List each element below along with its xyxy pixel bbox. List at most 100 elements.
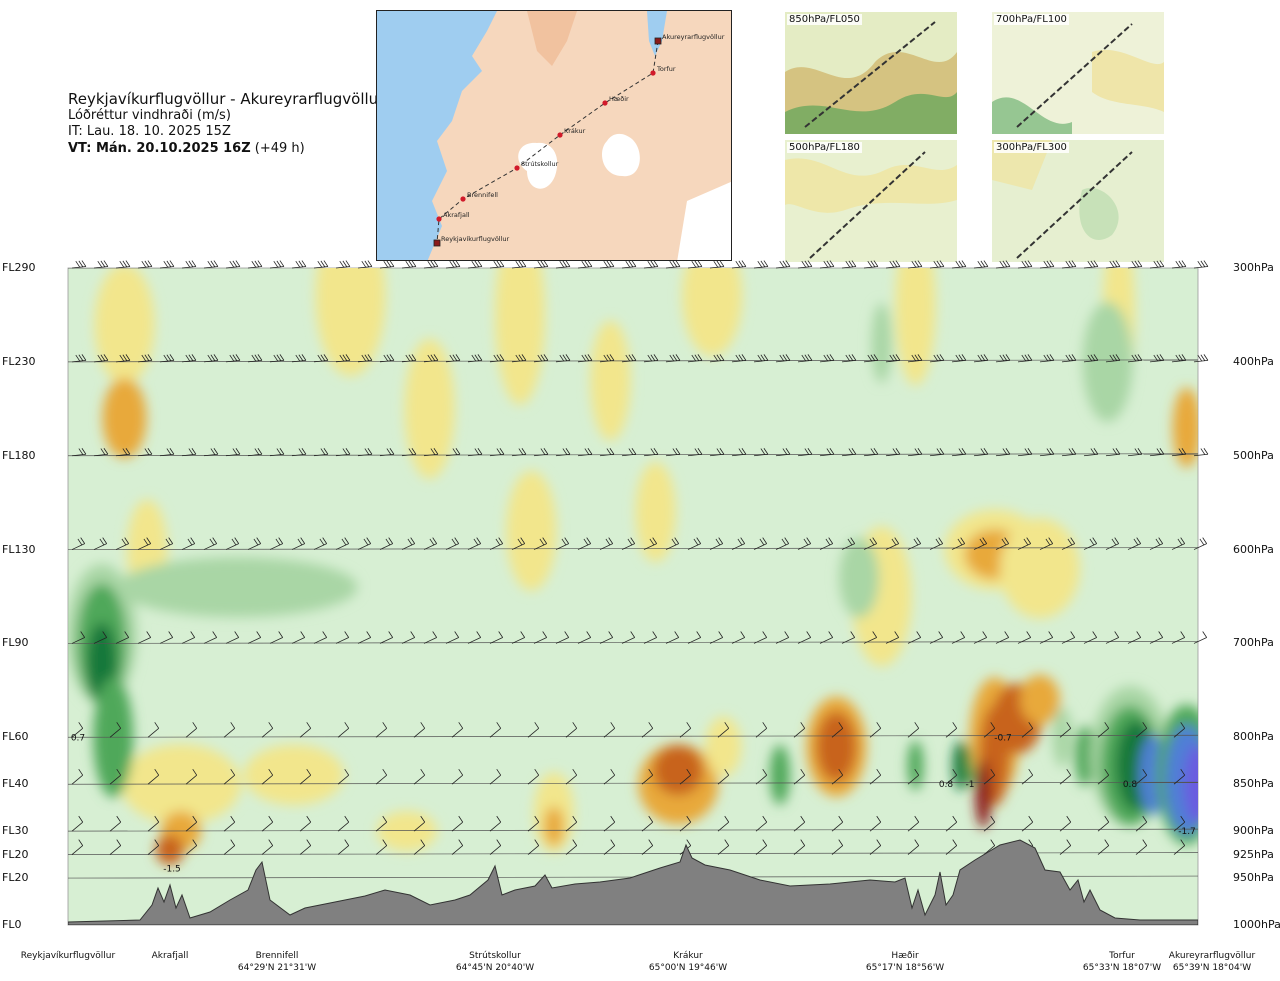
velocity-cell: [102, 378, 147, 459]
location-name: Hæðir: [891, 951, 919, 961]
location-name: Krákur: [673, 951, 703, 961]
wind-barb: [71, 260, 87, 269]
waypoint-marker[interactable]: [602, 100, 608, 106]
wind-barb: [1171, 260, 1187, 269]
wind-barb: [1105, 354, 1121, 363]
location-label: Akrafjall: [115, 950, 225, 962]
pressure-level-line: [68, 734, 1198, 738]
waypoint-marker[interactable]: [436, 216, 442, 222]
flight-level-label: FL20: [2, 847, 29, 861]
location-name: Brennifell: [255, 951, 299, 961]
wind-barb: [467, 537, 482, 550]
wind-barb: [1039, 260, 1055, 269]
wind-barb: [863, 448, 879, 457]
wind-barb: [1193, 631, 1208, 644]
wind-barb: [907, 448, 923, 457]
wind-barb: [423, 448, 439, 457]
wind-barb: [71, 448, 87, 457]
wind-barb: [1061, 448, 1077, 457]
location-coordinate: 65°17'N 18°56'W: [865, 963, 945, 973]
wind-barb: [753, 631, 768, 644]
wind-barb: [93, 631, 108, 644]
wind-barb: [313, 448, 329, 457]
level-map-700[interactable]: 700hPa/FL100: [992, 12, 1164, 134]
wind-barb: [159, 537, 174, 550]
airport-marker[interactable]: [654, 37, 662, 45]
wind-barb: [885, 537, 900, 550]
airport-marker[interactable]: [433, 239, 441, 247]
velocity-cell: [895, 268, 936, 386]
wind-barb: [973, 354, 989, 363]
wind-barb: [565, 768, 578, 785]
wind-barb: [945, 839, 958, 855]
pressure-level-line: [68, 641, 1198, 644]
level-map-300[interactable]: 300hPa/FL300: [992, 140, 1164, 262]
wind-barb: [1173, 768, 1186, 785]
map-point-label: Akureyrarflugvöllur: [662, 33, 725, 41]
wind-barb: [269, 537, 284, 550]
wind-barb: [451, 768, 464, 785]
wind-barb: [643, 631, 658, 644]
waypoint-marker[interactable]: [557, 132, 563, 138]
wind-barb: [159, 354, 175, 363]
pressure-level-label: 900hPa: [1233, 824, 1274, 838]
wind-barb: [337, 768, 350, 785]
wind-barb: [71, 815, 84, 832]
wind-barb: [261, 722, 274, 738]
wind-barb: [203, 448, 219, 457]
wind-barb: [1173, 722, 1186, 738]
wind-barb: [731, 354, 747, 363]
wind-barb: [755, 722, 768, 738]
wind-barb: [1105, 260, 1121, 269]
wind-barb: [1039, 354, 1055, 363]
wind-barb: [753, 537, 768, 550]
wind-barb: [71, 631, 86, 644]
wind-barb: [1173, 815, 1186, 832]
level-map-700-field-a: [992, 97, 1072, 134]
location-name: Akrafjall: [151, 951, 189, 961]
wind-barb: [247, 354, 263, 363]
wind-barb: [753, 448, 769, 457]
wind-barb: [335, 260, 351, 269]
wind-barb: [413, 839, 426, 855]
wind-barb: [269, 354, 285, 363]
wind-barb: [665, 354, 681, 363]
flight-level-label: FL20: [2, 871, 29, 885]
waypoint-marker[interactable]: [650, 70, 656, 76]
wind-barb: [423, 631, 438, 644]
flight-level-label: FL60: [2, 730, 29, 744]
level-map-500[interactable]: 500hPa/FL180: [785, 140, 957, 262]
title-block: Reykjavíkurflugvöllur - Akureyrarflugvöl…: [68, 90, 384, 158]
wind-barb: [831, 768, 844, 785]
pressure-level-line: [68, 828, 1198, 832]
waypoint-marker[interactable]: [460, 196, 466, 202]
wind-barb: [1061, 354, 1077, 363]
velocity-cell: [506, 470, 557, 591]
velocity-cell: [590, 320, 631, 441]
wind-barb: [1171, 537, 1186, 550]
level-map-500-label: 500hPa/FL180: [787, 142, 862, 153]
wind-barb: [423, 537, 438, 550]
glacier-southeast: [677, 181, 731, 260]
wind-barb: [1149, 631, 1164, 644]
location-label: Reykjavíkurflugvöllur: [13, 950, 123, 962]
wind-barb: [907, 537, 922, 550]
wind-barb: [951, 260, 967, 269]
pressure-level-label: 950hPa: [1233, 871, 1274, 885]
wind-barb: [299, 768, 312, 785]
wind-barb: [71, 768, 84, 785]
wind-barb: [1127, 260, 1143, 269]
wind-barb: [423, 260, 439, 269]
level-map-850[interactable]: 850hPa/FL050: [785, 12, 957, 134]
wind-barb: [863, 537, 878, 550]
wind-barb: [775, 537, 790, 550]
waypoint-marker[interactable]: [514, 165, 520, 171]
wind-barb: [709, 448, 725, 457]
velocity-cell: [839, 537, 879, 618]
wind-barb: [717, 815, 730, 832]
velocity-cell: [404, 338, 455, 479]
wind-barb: [565, 839, 578, 855]
wind-barb: [885, 354, 901, 363]
wind-barb: [621, 260, 637, 269]
flight-level-label: FL40: [2, 777, 29, 791]
